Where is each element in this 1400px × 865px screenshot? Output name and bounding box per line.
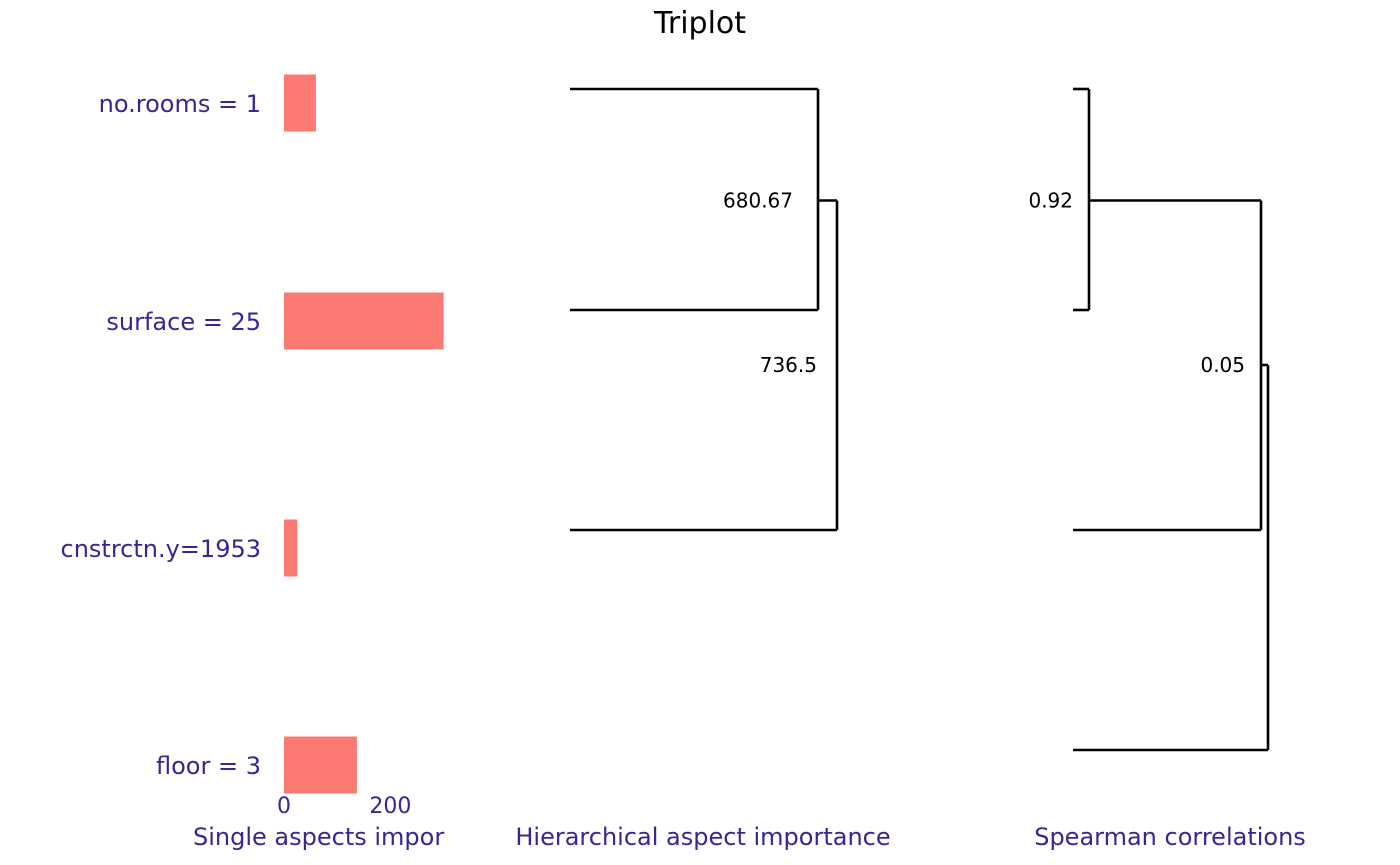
x-tick-labels: 0 200 400 600 xyxy=(277,794,624,819)
spearman-dendrogram-lines xyxy=(1073,87,1270,752)
hierarchical-node-labels: 680.67 736.5 xyxy=(723,189,817,378)
single-aspects-panel: no.rooms = 1 surface = 25 cnstrctn.y=1953 f… xyxy=(61,74,624,851)
bar xyxy=(284,519,298,577)
spearman-x-axis-title: Spearman correlations xyxy=(1034,823,1306,851)
hierarchical-x-axis-title: Hierarchical aspect importance xyxy=(515,823,890,851)
bar xyxy=(284,292,444,350)
category-label: no.rooms = 1 xyxy=(99,90,261,118)
bar xyxy=(284,74,316,132)
x-tick-label: 0 xyxy=(277,794,291,819)
bars-x-axis-title: Single aspects impor xyxy=(193,823,444,851)
category-label: floor = 3 xyxy=(156,752,261,780)
merge-height-label: 736.5 xyxy=(760,353,817,377)
bar xyxy=(284,736,357,794)
bar-marks xyxy=(284,74,444,794)
spearman-node-labels: 0.92 0.05 xyxy=(1028,189,1245,378)
merge-height-label: 0.05 xyxy=(1200,353,1245,377)
spearman-correlation-panel: 0.92 0.05 Spearman correlations xyxy=(1028,87,1306,851)
category-labels: no.rooms = 1 surface = 25 cnstrctn.y=1953 f… xyxy=(61,90,262,780)
x-tick-label: 200 xyxy=(369,794,411,819)
merge-height-label: 680.67 xyxy=(723,189,793,213)
chart-title: Triplot xyxy=(653,6,746,41)
hierarchical-importance-panel: 680.67 736.5 Hierarchical aspect importan… xyxy=(515,87,891,851)
category-label: cnstrctn.y=1953 xyxy=(61,535,262,563)
hierarchical-dendrogram-lines xyxy=(570,87,839,532)
merge-height-label: 0.92 xyxy=(1028,189,1073,213)
x-tick-label: 600 xyxy=(582,794,624,819)
category-label: surface = 25 xyxy=(106,308,261,336)
x-tick-label: 400 xyxy=(476,794,518,819)
